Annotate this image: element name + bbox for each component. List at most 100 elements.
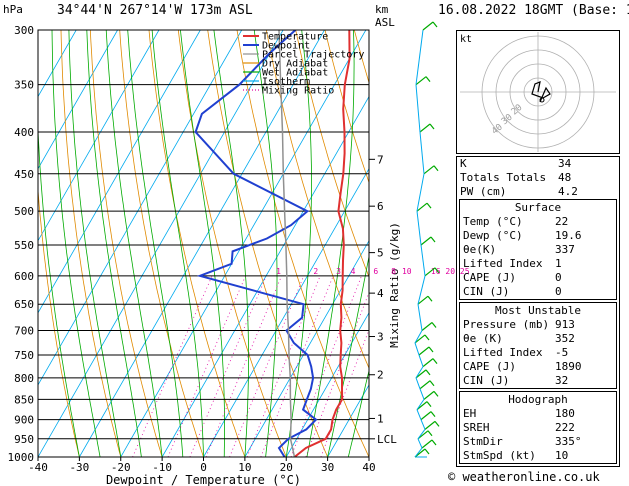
surface-row: Dewp (°C) 19.6	[460, 229, 616, 243]
most-unstable-label: CIN (J)	[463, 374, 510, 387]
temperature-line	[293, 30, 351, 457]
wind-barb	[420, 236, 432, 246]
wind-profile-line	[415, 366, 424, 379]
mixing-ratio-label: 1	[276, 267, 281, 276]
isotherm-line	[79, 30, 325, 457]
wind-barb-flag	[433, 390, 439, 397]
wind-profile-line	[416, 409, 422, 420]
indices-label: K	[460, 157, 467, 170]
surface-row: Temp (°C) 22	[460, 215, 616, 229]
pressure-tick-label: 650	[14, 298, 34, 311]
mixing-ratio-axis-label: Mixing Ratio (g/kg)	[388, 222, 401, 348]
km-tick-label: 4	[377, 287, 384, 300]
wind-barb	[415, 76, 427, 86]
pressure-tick-label: 900	[14, 414, 34, 427]
wind-barb	[423, 165, 435, 175]
most-unstable-value: 32	[555, 374, 569, 387]
x-tick-label: 10	[238, 461, 251, 474]
indices-row: Totals Totals 48	[457, 171, 619, 185]
dry-adiabat-line	[38, 185, 80, 457]
pressure-tick-label: 850	[14, 393, 34, 406]
surface-label: CAPE (J)	[463, 271, 516, 284]
surface-label: CIN (J)	[463, 285, 510, 298]
hodograph-table-value: 222	[555, 421, 575, 434]
wind-barb	[415, 369, 427, 379]
mixing-ratio-label: 20	[445, 267, 455, 276]
wind-profile-line	[417, 304, 423, 331]
km-tick-label: 6	[377, 200, 384, 213]
indices-value: 48	[558, 171, 572, 184]
legend-label: Temperature	[262, 32, 328, 43]
mixing-ratio-line	[205, 275, 282, 457]
hodograph-table-label: EH	[463, 407, 477, 420]
wind-profile-line	[415, 377, 421, 389]
dry-adiabat-line	[60, 30, 122, 457]
surface-value: 19.6	[555, 229, 582, 242]
dewpoint-line	[194, 30, 318, 457]
dry-adiabat-line	[119, 30, 204, 457]
surface-value: 0	[555, 285, 562, 298]
axes: 3003504004505005506006507007508008509009…	[8, 24, 470, 486]
wind-barb-flag	[432, 21, 438, 28]
wind-barb	[421, 439, 433, 449]
wet-adiabat-line	[127, 30, 184, 457]
isotherm-line	[161, 95, 369, 457]
surface-value: 0	[555, 271, 562, 284]
mixing-ratio-label: 8	[391, 267, 396, 276]
surface-title: Surface	[514, 201, 562, 214]
wet-adiabat-line	[51, 30, 101, 457]
legend-label: Wet Adiabat	[262, 68, 328, 79]
km-tick-label: 5	[377, 247, 384, 260]
wind-profile-line	[419, 388, 425, 400]
most-unstable-value: 1890	[555, 360, 582, 373]
wind-barb-flag	[424, 448, 430, 455]
hodograph-table-row: EH 180	[460, 407, 616, 421]
wind-barb-flag	[425, 369, 431, 376]
pressure-unit-label: hPa	[3, 3, 23, 16]
legend-label: Dry Adiabat	[262, 59, 328, 70]
wind-barb	[421, 322, 433, 331]
most-unstable-title: Most Unstable	[494, 304, 582, 317]
wind-barb-flag	[424, 334, 430, 341]
x-tick-label: 40	[362, 461, 375, 474]
mixing-ratio-line	[246, 275, 321, 457]
most-unstable-value: 913	[555, 318, 575, 331]
wind-barb-flag	[432, 358, 438, 364]
wind-barb	[417, 295, 429, 305]
mixing-ratio-label: 25	[460, 267, 470, 276]
pressure-tick-label: 950	[14, 433, 34, 446]
wind-barb-flag	[429, 123, 435, 130]
wind-barb	[419, 123, 431, 133]
surface-row: θe(K) 337	[460, 243, 616, 257]
isotherm-line	[38, 30, 284, 457]
x-tick-label: -20	[111, 461, 131, 474]
km-tick-label: 7	[377, 153, 384, 166]
indices-table: K 34 Totals Totals 48 PW (cm) 4.2 Surface Tem…	[456, 156, 620, 467]
surface-value: 22	[555, 215, 569, 228]
most-unstable-label: CAPE (J)	[463, 360, 516, 373]
indices-label: Totals Totals	[460, 171, 547, 184]
indices-value: 4.2	[558, 185, 578, 198]
wind-barb-flag	[427, 295, 433, 302]
wind-barb	[416, 401, 428, 411]
wind-barb-flag	[428, 346, 434, 353]
most-unstable-row: Lifted Index -5	[460, 346, 616, 360]
datetime-title: 16.08.2022 18GMT (Base: 12)	[438, 3, 629, 18]
wind-barb-flag	[430, 236, 436, 243]
most-unstable-section: Most Unstable Pressure (mb) 913 θe (K) 352 L…	[459, 302, 617, 389]
surface-row: CIN (J) 0	[460, 285, 616, 299]
hodograph-table-value: 180	[555, 407, 575, 420]
surface-label: Dewp (°C)	[463, 229, 523, 242]
indices-row: PW (cm) 4.2	[457, 185, 619, 199]
pressure-tick-label: 800	[14, 372, 34, 385]
wind-profile-line	[415, 84, 421, 133]
mixing-ratio-line	[189, 275, 267, 457]
most-unstable-label: Pressure (mb)	[463, 318, 550, 331]
wind-barb	[418, 346, 430, 356]
wind-barb	[417, 430, 429, 440]
isotherm-line	[120, 30, 367, 457]
x-axis-label: Dewpoint / Temperature (°C)	[106, 473, 301, 486]
